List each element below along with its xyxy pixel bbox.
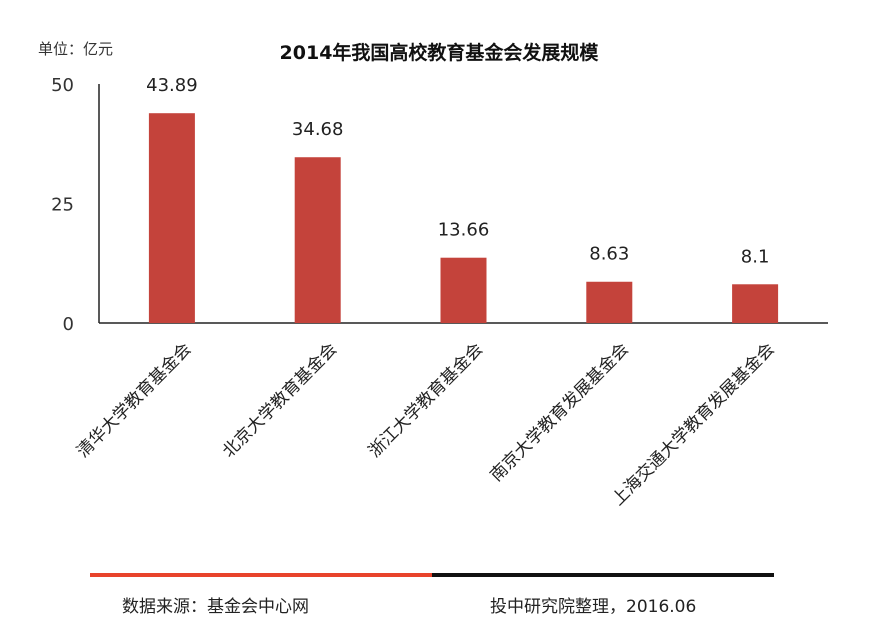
x-tick-label: 南京大学教育发展基金会	[486, 339, 632, 485]
bar-value-label: 34.68	[292, 119, 344, 140]
bar-value-label: 8.1	[741, 246, 770, 267]
chart-title-text: 2014年我国高校教育基金会发展规模	[279, 42, 599, 64]
bar	[732, 284, 779, 323]
footer-divider-red	[90, 573, 432, 577]
chart-title: 2014年我国高校教育基金会发展规模	[0, 38, 870, 65]
footer-divider-black	[432, 573, 774, 577]
bar	[440, 257, 487, 323]
x-tick-label: 清华大学教育基金会	[73, 339, 195, 461]
x-tick-label: 浙江大学教育基金会	[365, 339, 487, 461]
bar-value-label: 13.66	[438, 220, 490, 241]
bar-value-label: 43.89	[146, 75, 198, 96]
y-axis-unit-label: 单位：亿元	[38, 40, 114, 58]
y-tick-label: 50	[51, 75, 74, 96]
x-tick-label: 北京大学教育基金会	[219, 339, 341, 461]
y-tick-label: 0	[63, 314, 74, 335]
bar	[586, 281, 633, 323]
bar-value-label: 8.63	[589, 244, 629, 265]
bar	[294, 157, 341, 323]
bar	[148, 113, 195, 323]
y-tick-label: 25	[51, 195, 74, 216]
data-source-text: 数据来源：基金会中心网	[122, 597, 309, 617]
x-tick-label: 上海交通大学教育发展基金会	[608, 339, 778, 509]
bar-chart: 0 25 50 43.89 清华大学教育基金会 34.68 北京大学教育基金会 13.66 浙江…	[51, 75, 828, 510]
credit-text: 投中研究院整理，2016.06	[490, 597, 697, 617]
